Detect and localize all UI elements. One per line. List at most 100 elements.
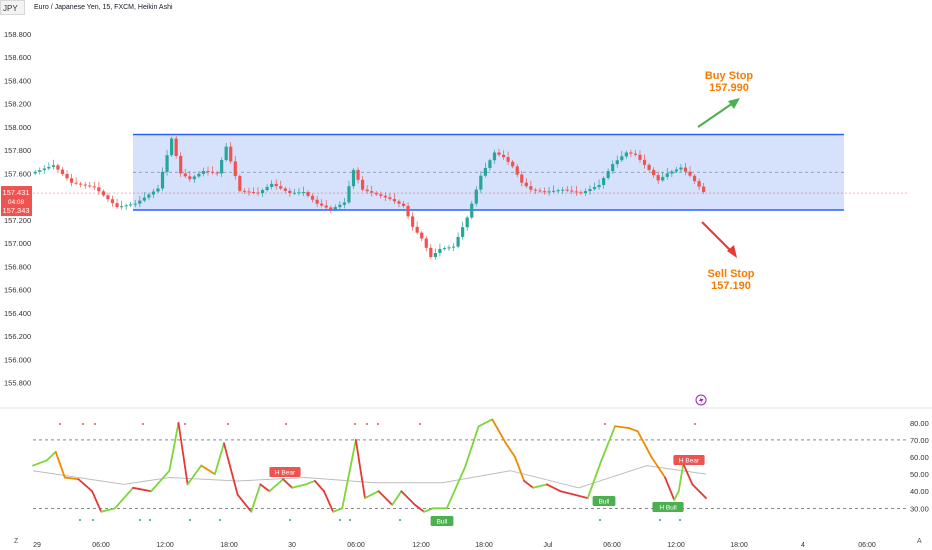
candle (620, 150, 624, 162)
candle-body (206, 171, 210, 173)
candle-body (165, 155, 169, 172)
candle (192, 174, 196, 183)
candle (652, 167, 656, 178)
candle-body (697, 181, 701, 187)
candle-body (470, 203, 474, 218)
oscillator-segment (559, 490, 576, 496)
candle-body (474, 189, 478, 204)
candle (251, 187, 256, 195)
signal-dot (339, 519, 341, 521)
oscillator-segment (677, 462, 685, 493)
candle-body (329, 207, 333, 210)
candle-body (133, 203, 137, 205)
candle (88, 181, 92, 189)
candle-body (579, 192, 583, 194)
candle-body (361, 179, 365, 190)
candle-body (629, 152, 633, 154)
candle (56, 163, 60, 174)
time-tick-label: 18:00 (220, 542, 238, 549)
candle-body (438, 248, 442, 253)
symbol-tab[interactable]: JPY (0, 0, 25, 15)
oscillator-segment (477, 418, 494, 428)
price-tick-label: 157.000 (4, 239, 31, 248)
candle (424, 235, 428, 252)
candle-body (447, 247, 451, 249)
candle (465, 215, 469, 231)
price-tick-label: 156.400 (4, 309, 31, 318)
signal-badge-label: H Bear (679, 458, 700, 465)
candle-body (92, 186, 96, 188)
candle-body (119, 206, 124, 208)
candle (315, 196, 319, 208)
oscillator-segment (423, 507, 435, 513)
sell-stop-value: 157.190 (711, 280, 751, 292)
candle (220, 157, 224, 177)
buy-arrow-head (728, 98, 740, 109)
candle-body (461, 227, 465, 237)
candle-body (529, 186, 533, 190)
candle (597, 179, 601, 190)
candle-body (324, 205, 328, 208)
time-tick-label: 30 (288, 542, 296, 549)
buy-stop-label: Buy Stop (705, 70, 754, 82)
osc-tick-label: 50.00 (910, 470, 929, 479)
candle-body (392, 198, 397, 202)
candle (110, 195, 115, 207)
oscillator-segment (664, 476, 676, 501)
candle-body (501, 154, 506, 158)
oscillator-segment (354, 439, 366, 499)
signal-dot (94, 423, 96, 425)
candle (160, 167, 165, 192)
candle (201, 167, 206, 177)
signal-dot (227, 423, 229, 425)
candle-body (115, 203, 119, 208)
zoom-button[interactable]: Z (14, 538, 19, 545)
candle (51, 159, 55, 170)
oscillator-segment (291, 483, 307, 489)
buy-arrow-shaft (697, 102, 734, 128)
candle-body (661, 176, 665, 181)
candle-body (192, 176, 196, 180)
oscillator-segment (377, 490, 394, 506)
time-axis[interactable]: 29 06:00 12:00 18:00 30 06:00 12:00 18:00 Jul 06:… (33, 542, 876, 549)
candle-body (188, 176, 192, 180)
candle-body (670, 171, 674, 174)
auto-scale-button[interactable]: A (917, 538, 922, 545)
price-tick-label: 155.800 (4, 379, 31, 388)
candle-body (483, 167, 487, 176)
candle (583, 188, 588, 196)
candle (361, 176, 365, 192)
candle-body (652, 169, 656, 176)
candle (561, 186, 565, 194)
candle (588, 185, 592, 195)
oscillator-segment (532, 483, 548, 489)
candle-body (451, 246, 456, 248)
candle (629, 149, 633, 158)
candle-body (151, 191, 156, 195)
candle-body (256, 192, 260, 194)
candle-body (220, 160, 224, 174)
candle-body (47, 166, 51, 169)
oscillator-segment (650, 456, 666, 479)
price-tick-label: 156.800 (4, 262, 31, 271)
oscillator-pane: 80.00 70.00 60.00 50.00 40.00 30.00 H Bear Bull… (32, 418, 929, 526)
range-box (33, 133, 908, 211)
candle-body (233, 161, 237, 177)
candle (119, 200, 124, 210)
candle (533, 187, 538, 195)
candle (670, 169, 674, 177)
time-tick-label: 18:00 (730, 542, 748, 549)
signal-dot (354, 423, 356, 425)
time-tick-label: 12:00 (667, 542, 685, 549)
candle (538, 187, 542, 193)
candle (247, 187, 251, 196)
candle-body (515, 166, 519, 175)
osc-tick-label: 80.00 (910, 419, 929, 428)
candle (206, 166, 210, 176)
signal-dot (694, 423, 696, 425)
candle-body (283, 188, 287, 191)
candle (633, 150, 638, 157)
candle-body (315, 199, 319, 204)
candle-body (420, 232, 424, 239)
